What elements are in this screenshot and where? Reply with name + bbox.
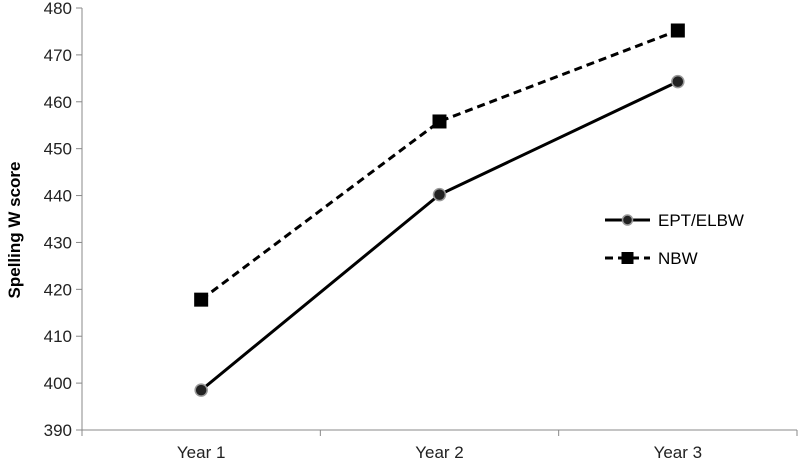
y-tick-label: 470 (44, 46, 72, 65)
y-tick-label: 410 (44, 327, 72, 346)
legend: EPT/ELBW NBW (605, 211, 744, 268)
legend-label: EPT/ELBW (658, 211, 744, 230)
legend-entry: EPT/ELBW (605, 211, 744, 230)
series-nbw (194, 23, 685, 307)
legend-label: NBW (658, 249, 698, 268)
x-tick-label: Year 2 (415, 443, 464, 462)
y-tick-label: 440 (44, 187, 72, 206)
data-point (194, 292, 209, 307)
x-tick-label: Year 1 (177, 443, 226, 462)
series-ept-elbw (194, 74, 685, 397)
data-point (670, 23, 685, 38)
y-ticks: 390 400 410 420 430 440 450 460 470 480 (44, 0, 82, 440)
series-layer (194, 23, 685, 397)
y-tick-label: 400 (44, 374, 72, 393)
data-point (432, 187, 447, 202)
x-ticks: Year 1 Year 2 Year 3 (81, 430, 798, 462)
data-point (432, 114, 447, 129)
legend-marker (621, 252, 634, 264)
y-tick-label: 480 (44, 0, 72, 18)
y-tick-label: 420 (44, 280, 72, 299)
legend-marker (621, 214, 634, 226)
y-tick-label: 460 (44, 93, 72, 112)
y-tick-label: 390 (44, 421, 72, 440)
axes (81, 8, 797, 431)
x-tick-label: Year 3 (654, 443, 703, 462)
data-point (194, 383, 208, 397)
legend-entry: NBW (605, 249, 698, 268)
y-axis-label: Spelling W score (5, 162, 24, 299)
y-tick-label: 450 (44, 140, 72, 159)
data-point (671, 74, 685, 89)
y-tick-label: 430 (44, 233, 72, 252)
